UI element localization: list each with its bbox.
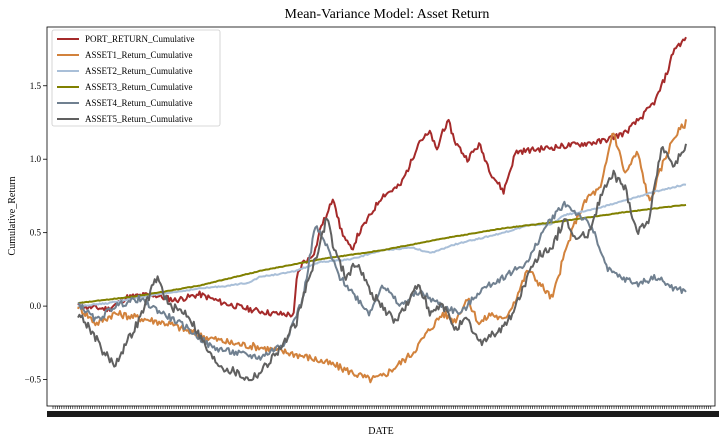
y-axis: −0.5 0.0 0.5 1.0 1.5 xyxy=(25,81,47,385)
y-tick-label: −0.5 xyxy=(25,375,42,385)
y-axis-label: Cumulative_Return xyxy=(7,177,18,256)
x-tick-labels-overlap xyxy=(47,411,719,417)
series-line-5 xyxy=(77,200,687,361)
series-line-1 xyxy=(77,36,687,318)
legend-entry-3: ASSET2_Return_Cumulative xyxy=(85,66,193,76)
y-tick-label: 0.0 xyxy=(30,301,42,311)
y-tick-label: 0.5 xyxy=(30,228,42,238)
legend-box xyxy=(51,29,221,127)
series-layer xyxy=(77,36,687,384)
series-line-6 xyxy=(77,143,687,382)
series-line-2 xyxy=(77,119,687,384)
x-ticks xyxy=(52,406,712,409)
legend-entry-2: ASSET1_Return_Cumulative xyxy=(85,50,193,60)
legend-entry-1: PORT_RETURN_Cumulative xyxy=(85,34,194,44)
legend-entry-6: ASSET5_Return_Cumulative xyxy=(85,114,193,124)
legend-entry-4: ASSET3_Return_Cumulative xyxy=(85,82,193,92)
x-axis xyxy=(47,406,719,417)
legend: PORT_RETURN_Cumulative ASSET1_Return_Cumu… xyxy=(51,29,221,127)
x-axis-label: DATE xyxy=(368,426,394,437)
y-tick-label: 1.5 xyxy=(30,81,42,91)
chart-title: Mean-Variance Model: Asset Return xyxy=(285,7,490,22)
y-tick-label: 1.0 xyxy=(30,154,42,164)
legend-entry-5: ASSET4_Return_Cumulative xyxy=(85,98,193,108)
